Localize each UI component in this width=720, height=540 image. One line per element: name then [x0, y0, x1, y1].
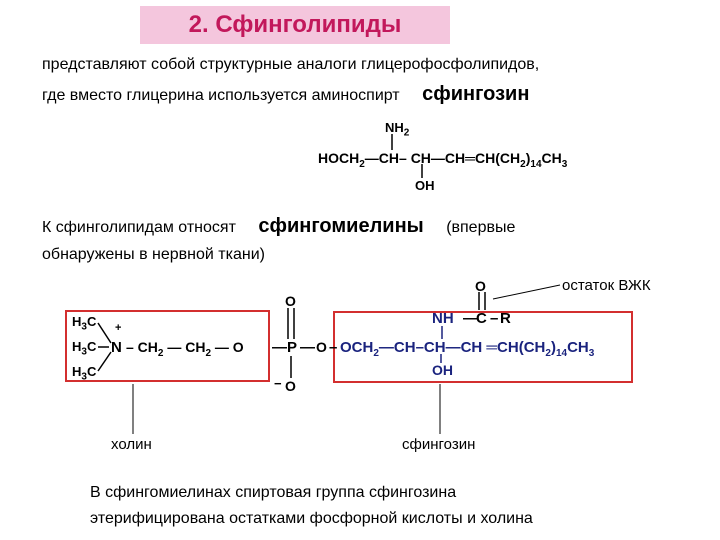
- acyl-nh: NH: [432, 310, 454, 327]
- phos-o-right: O: [316, 339, 327, 355]
- choline-n: N: [111, 339, 122, 356]
- sphingosine-oh: OH: [415, 178, 435, 193]
- acyl-r: R: [500, 310, 511, 327]
- phos-p: P: [287, 339, 297, 356]
- intro-paragraph: представляют собой структурные аналоги г…: [42, 52, 682, 110]
- acyl-dash2: –: [490, 310, 498, 327]
- title-text: 2. Сфинголипиды: [189, 11, 402, 39]
- para2-post: (впервые: [446, 219, 515, 236]
- phos-o-bot: O: [285, 378, 296, 394]
- label-sphingosine: сфингозин: [402, 436, 475, 453]
- sphingosine-main: HOCH2—CH– CH—CH═CH(CH2)14CH3: [318, 150, 567, 170]
- label-choline: холин: [111, 436, 152, 453]
- para2-line1-wrap: К сфинголипидам относят сфингомиелины (в…: [42, 210, 682, 242]
- choline-plus: +: [115, 322, 121, 334]
- para3: В сфингомиелинах спиртовая группа сфинго…: [90, 480, 533, 531]
- sph-main: OCH2—CH–CH—CH ═CH(CH2)14CH3: [340, 339, 594, 359]
- acyl-dash1: —: [463, 310, 478, 327]
- para2-pre: К сфинголипидам относят: [42, 219, 236, 236]
- title-box: 2. Сфинголипиды: [140, 6, 450, 44]
- phos-minus: −: [274, 376, 282, 391]
- label-residue: остаток ВЖК: [562, 277, 651, 294]
- para3-l1: В сфингомиелинах спиртовая группа сфинго…: [90, 480, 533, 506]
- choline-ch3-1: H3C: [72, 314, 96, 333]
- para2: К сфинголипидам относят сфингомиелины (в…: [42, 210, 682, 268]
- intro-keyword: сфингозин: [422, 83, 529, 105]
- acyl-o: O: [475, 278, 486, 294]
- choline-chain: – CH2 — CH2 — O: [126, 339, 244, 359]
- phos-o-top: O: [285, 293, 296, 309]
- phos-dash-r: —: [300, 339, 315, 356]
- sph-oh: OH: [432, 362, 453, 378]
- phos-dash-l: —: [272, 339, 287, 356]
- para3-l2: этерифицирована остатками фосфорной кисл…: [90, 506, 533, 532]
- choline-ch3-2: H3C: [72, 339, 96, 358]
- intro-line2-wrap: где вместо глицерина используется аминос…: [42, 78, 682, 110]
- phos-dash-r2: –: [329, 339, 337, 356]
- intro-line1: представляют собой структурные аналоги г…: [42, 52, 682, 78]
- para2-keyword: сфингомиелины: [258, 215, 423, 237]
- intro-line2: где вместо глицерина используется аминос…: [42, 87, 400, 104]
- choline-ch3-3: H3C: [72, 364, 96, 383]
- sphingosine-nh2: NH2: [385, 120, 409, 139]
- para2-line2: обнаружены в нервной ткани): [42, 242, 682, 268]
